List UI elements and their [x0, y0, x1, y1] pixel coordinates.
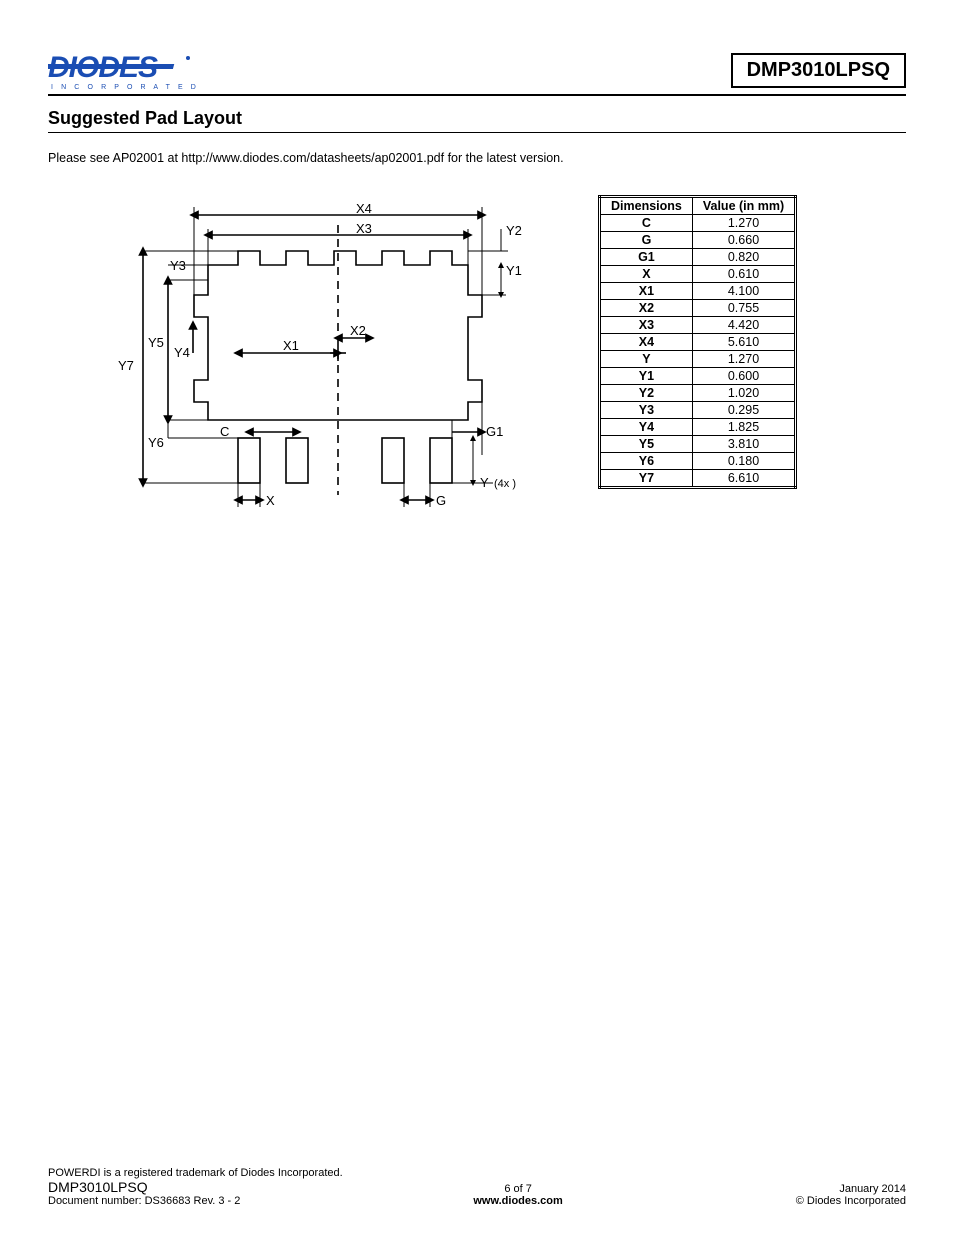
footer-url: www.diodes.com	[473, 1195, 562, 1207]
svg-text:Y4: Y4	[174, 345, 190, 360]
dim-value: 0.295	[692, 402, 795, 419]
dim-label: X2	[600, 300, 693, 317]
svg-text:I N C O R P O R A T E D: I N C O R P O R A T E D	[51, 84, 199, 90]
footer-date: January 2014	[796, 1183, 906, 1195]
svg-text:X2: X2	[350, 323, 366, 338]
table-row: Y1.270	[600, 351, 796, 368]
dim-label: Y7	[600, 470, 693, 488]
svg-text:Y2: Y2	[506, 223, 522, 238]
svg-text:Y6: Y6	[148, 435, 164, 450]
dim-label: X1	[600, 283, 693, 300]
page-header: DIODES I N C O R P O R A T E D DMP3010LP…	[48, 50, 906, 96]
svg-text:Y5: Y5	[148, 335, 164, 350]
dim-label: Y1	[600, 368, 693, 385]
dim-value: 0.755	[692, 300, 795, 317]
dim-value: 5.610	[692, 334, 795, 351]
dim-value: 1.270	[692, 351, 795, 368]
dim-label: X	[600, 266, 693, 283]
table-header-val: Value (in mm)	[692, 197, 795, 215]
svg-text:X4: X4	[356, 201, 372, 216]
svg-text:Y1: Y1	[506, 263, 522, 278]
dim-label: X4	[600, 334, 693, 351]
dim-label: Y3	[600, 402, 693, 419]
footer-part-number: DMP3010LPSQ	[48, 1179, 240, 1195]
trademark-note: POWERDI is a registered trademark of Dio…	[48, 1167, 906, 1179]
dim-label: G	[600, 232, 693, 249]
dim-label: Y4	[600, 419, 693, 436]
svg-text:X3: X3	[356, 221, 372, 236]
table-row: X0.610	[600, 266, 796, 283]
dim-label: Y5	[600, 436, 693, 453]
dim-value: 4.100	[692, 283, 795, 300]
table-row: G0.660	[600, 232, 796, 249]
table-row: G10.820	[600, 249, 796, 266]
table-row: Y30.295	[600, 402, 796, 419]
dim-label: Y	[600, 351, 693, 368]
company-logo: DIODES I N C O R P O R A T E D	[48, 50, 218, 90]
dim-value: 6.610	[692, 470, 795, 488]
footer-doc-number: Document number: DS36683 Rev. 3 - 2	[48, 1195, 240, 1207]
table-row: Y53.810	[600, 436, 796, 453]
table-row: Y60.180	[600, 453, 796, 470]
table-row: Y41.825	[600, 419, 796, 436]
dim-value: 0.660	[692, 232, 795, 249]
dim-value: 0.820	[692, 249, 795, 266]
svg-text:G: G	[436, 493, 446, 508]
dim-label: Y6	[600, 453, 693, 470]
dim-value: 1.020	[692, 385, 795, 402]
footer-copyright: © Diodes Incorporated	[796, 1195, 906, 1207]
dim-value: 3.810	[692, 436, 795, 453]
svg-text:Y7: Y7	[118, 358, 134, 373]
dim-value: 1.270	[692, 215, 795, 232]
table-row: X45.610	[600, 334, 796, 351]
part-number-box: DMP3010LPSQ	[731, 53, 906, 88]
table-row: Y10.600	[600, 368, 796, 385]
dimensions-table-wrap: Dimensions Value (in mm) C1.270G0.660G10…	[598, 195, 797, 489]
svg-text:Y3: Y3	[170, 258, 186, 273]
dim-label: X3	[600, 317, 693, 334]
dim-value: 0.600	[692, 368, 795, 385]
svg-text:Y: Y	[480, 475, 489, 490]
svg-text:(4x ): (4x )	[494, 478, 516, 490]
footer-page-number: 6 of 7	[473, 1183, 562, 1195]
reference-note: Please see AP02001 at http://www.diodes.…	[48, 151, 906, 165]
dim-value: 0.180	[692, 453, 795, 470]
table-row: X20.755	[600, 300, 796, 317]
dim-value: 0.610	[692, 266, 795, 283]
dim-label: G1	[600, 249, 693, 266]
table-row: X34.420	[600, 317, 796, 334]
svg-text:X1: X1	[283, 338, 299, 353]
dim-label: C	[600, 215, 693, 232]
table-row: Y76.610	[600, 470, 796, 488]
section-title: Suggested Pad Layout	[48, 104, 906, 133]
dim-label: Y2	[600, 385, 693, 402]
table-header-dim: Dimensions	[600, 197, 693, 215]
svg-text:X: X	[266, 493, 275, 508]
svg-text:G1: G1	[486, 424, 503, 439]
table-row: C1.270	[600, 215, 796, 232]
table-row: X14.100	[600, 283, 796, 300]
dim-value: 4.420	[692, 317, 795, 334]
pad-layout-diagram: X4 X3 X2 X1 Y2 Y1 Y3 Y4 Y5 Y6 Y7 C G1 X …	[108, 195, 528, 528]
table-row: Y21.020	[600, 385, 796, 402]
svg-text:C: C	[220, 424, 229, 439]
page-footer: POWERDI is a registered trademark of Dio…	[48, 1167, 906, 1207]
dim-value: 1.825	[692, 419, 795, 436]
dimensions-table: Dimensions Value (in mm) C1.270G0.660G10…	[598, 195, 797, 489]
